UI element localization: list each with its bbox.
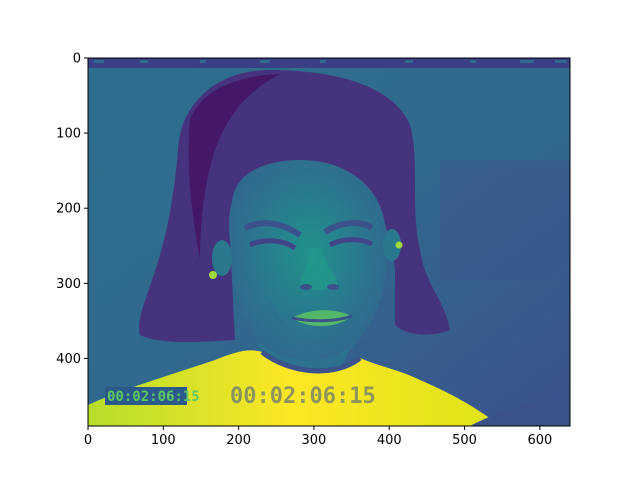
hair-shadow bbox=[188, 74, 280, 260]
image-area: 00:02:06:15 00:02:06:15 bbox=[88, 58, 570, 426]
x-tick-label: 200 bbox=[226, 433, 251, 448]
y-tick-label: 400 bbox=[56, 352, 81, 367]
background-corner bbox=[470, 395, 570, 426]
right-eye bbox=[328, 237, 374, 248]
y-tick-label: 100 bbox=[56, 127, 81, 142]
shirt-collar bbox=[260, 350, 362, 374]
timestamp-box bbox=[105, 387, 187, 405]
timestamp-overlay: 00:02:06:15 bbox=[107, 389, 200, 405]
left-eye bbox=[248, 238, 297, 251]
axes-frame bbox=[87, 57, 571, 427]
ghost-timestamp: 00:02:06:15 bbox=[230, 384, 376, 409]
x-tick-label: 100 bbox=[151, 433, 176, 448]
right-brow bbox=[323, 220, 374, 235]
y-tick-label: 300 bbox=[56, 277, 81, 292]
left-ear bbox=[212, 240, 232, 276]
left-earring bbox=[209, 271, 217, 279]
top-strip-marks bbox=[94, 60, 567, 63]
x-tick-label: 600 bbox=[527, 433, 552, 448]
y-axis: 0 100 200 300 400 bbox=[56, 52, 88, 367]
y-tick-label: 200 bbox=[56, 202, 81, 217]
x-axis: 0 100 200 300 400 500 600 bbox=[84, 426, 552, 448]
nostril bbox=[300, 284, 312, 290]
nostril bbox=[327, 284, 339, 290]
x-tick-label: 400 bbox=[377, 433, 402, 448]
x-tick-label: 500 bbox=[452, 433, 477, 448]
left-brow bbox=[243, 220, 302, 238]
cheek-crease bbox=[266, 299, 292, 332]
nose bbox=[300, 248, 338, 291]
shirt bbox=[88, 350, 500, 426]
wall-panel bbox=[440, 160, 570, 280]
y-tick-label: 0 bbox=[73, 52, 81, 67]
mouth-line bbox=[291, 314, 353, 323]
right-earring bbox=[395, 241, 403, 249]
right-ear bbox=[383, 229, 401, 261]
mouth bbox=[292, 310, 352, 327]
top-strip bbox=[88, 58, 570, 68]
x-tick-label: 0 bbox=[84, 433, 92, 448]
x-tick-label: 300 bbox=[302, 433, 327, 448]
